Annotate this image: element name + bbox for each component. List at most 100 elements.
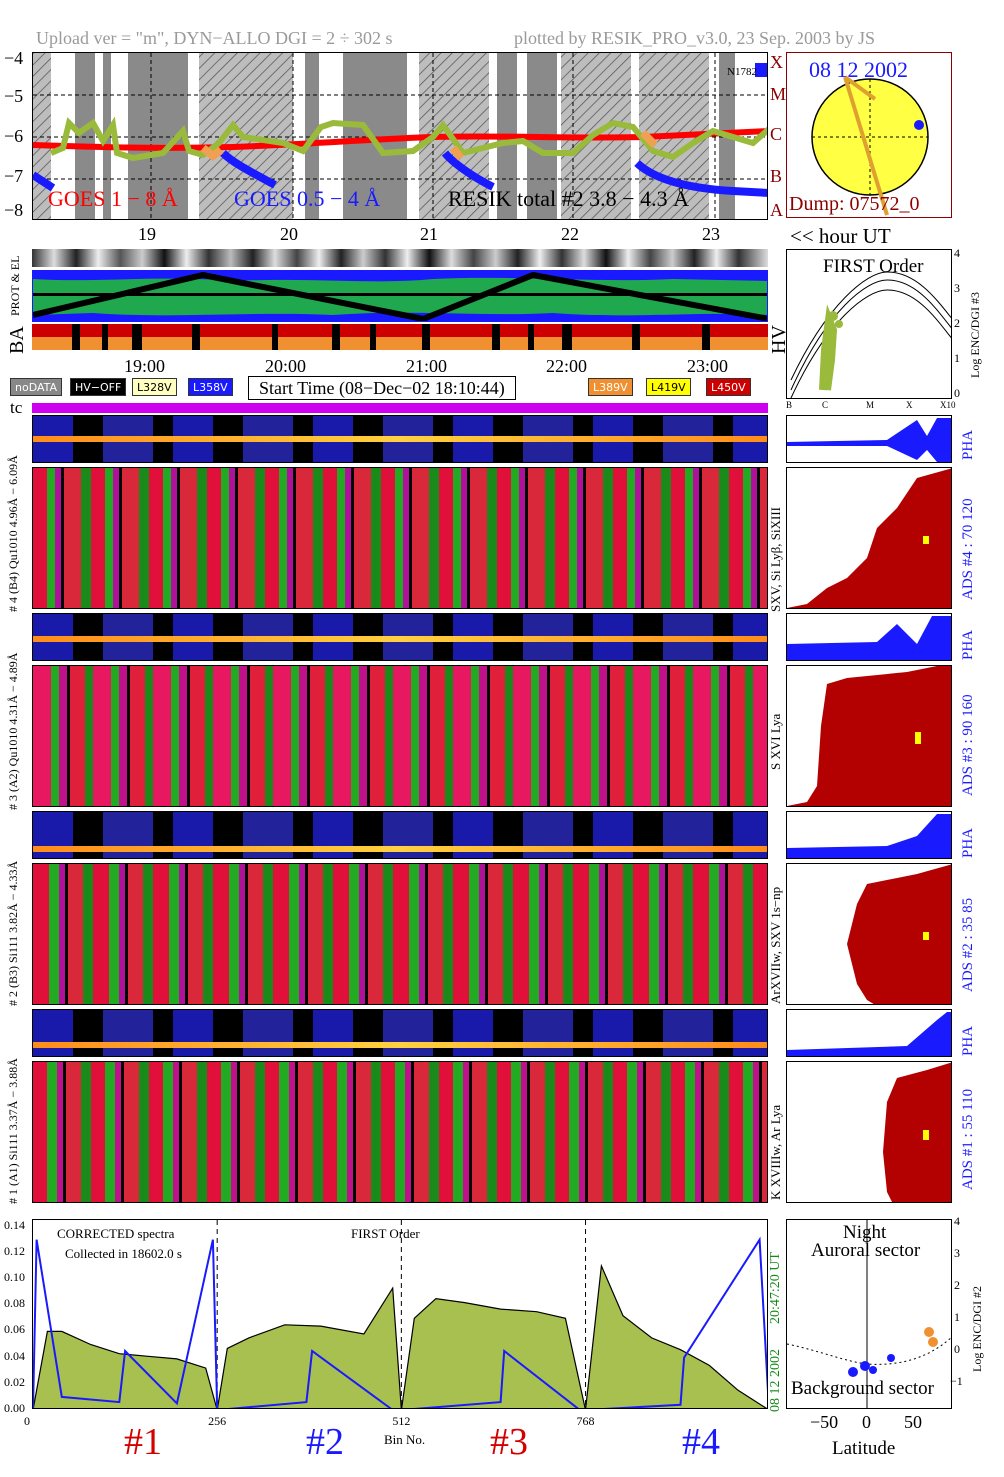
goes-class-a: A	[770, 200, 783, 220]
legend-l450: L450V	[706, 378, 751, 396]
spectra-note3: FIRST Order	[351, 1226, 420, 1241]
sun-date: 08 12 2002	[809, 57, 908, 82]
first-order-ytick: 3	[954, 281, 960, 295]
channel-label-ch1: # 1 (A1) Si111 3.37Å − 3.88Å	[6, 1058, 20, 1204]
upload-version-text: Upload ver = "m", DYN−ALLO DGI = 2 ÷ 302…	[36, 28, 393, 48]
latitude-bottom: Background sector	[791, 1378, 934, 1399]
goes-marker-label: N1782	[727, 66, 757, 78]
latitude-xtick: −50	[810, 1412, 839, 1432]
spectrogram-ch2	[32, 863, 768, 1005]
sun-panel: 08 12 2002 Dump: 07572_0	[786, 52, 952, 218]
first-order-xtick: M	[866, 400, 875, 410]
first-order-xtick: C	[822, 400, 829, 410]
goes-ytick: −6	[4, 126, 24, 146]
goes-class-c: C	[770, 124, 783, 144]
goes-marker-box	[755, 63, 767, 77]
latitude-ytick: 0	[954, 1342, 960, 1356]
legend-l389: L389V	[588, 378, 633, 396]
channel-label-ch4: # 4 (B4) Qu1010 4.96Å − 6.09Å	[6, 455, 20, 612]
ads-label-ch1: ADS #1 : 55 110	[960, 1088, 976, 1190]
latitude-xtick: 0	[862, 1412, 871, 1432]
time-tick: 23:00	[687, 356, 729, 376]
goes-hour-21: 21	[420, 224, 438, 244]
spectra-plot	[33, 1220, 767, 1408]
ads-hist-ch3	[786, 665, 952, 807]
pha-label-ch2: PHA	[960, 827, 976, 858]
legend-l328: L328V	[132, 378, 177, 396]
latitude-ytick: 3	[954, 1246, 960, 1260]
spectra-ytick: 0.12	[4, 1243, 25, 1258]
goes-ytick: −4	[4, 48, 24, 68]
goes-hour-23: 23	[702, 224, 720, 244]
pha-strip-ch3	[32, 613, 768, 661]
ads-label-ch4: ADS #4 : 70 120	[960, 498, 976, 600]
hour-ut-label: << hour UT	[790, 224, 891, 248]
pha-hist-ch1	[786, 1009, 952, 1057]
ba-strip	[32, 270, 768, 322]
goes-plot: N1782	[33, 53, 767, 219]
pha-strip-ch4	[32, 415, 768, 463]
latitude-ytick: 2	[954, 1278, 960, 1292]
time-tick: 20:00	[265, 356, 307, 376]
spectrogram-ch4	[32, 467, 768, 609]
spectra-note2: Collected in 18602.0 s	[65, 1246, 182, 1261]
goes-class-b: B	[770, 166, 783, 186]
spectra-ytick: 0.10	[4, 1269, 25, 1284]
pha-label-ch3: PHA	[960, 629, 976, 660]
first-order-xtick: X10	[940, 400, 956, 410]
spectra-area-series	[33, 1263, 767, 1408]
goes-hour-22: 22	[561, 224, 579, 244]
pha-strip-ch2	[32, 811, 768, 859]
goes-hour-20: 20	[280, 224, 298, 244]
goes-ytick: −8	[4, 200, 24, 220]
spectra-xtick: 0	[24, 1414, 30, 1428]
first-order-title: FIRST Order	[823, 256, 924, 277]
spectra-channel-label-1: #1	[124, 1421, 162, 1463]
legend-nodata: noDATA	[10, 378, 63, 396]
spectrogram-ch1	[32, 1061, 768, 1203]
species-label-ch4: SXV, Si Lyβ, SiXIII	[768, 507, 783, 612]
first-order-ytick: 4	[954, 246, 960, 260]
spectra-channel-label-4: #4	[682, 1421, 720, 1463]
latitude-panel: Night Auroral sector Background sector	[786, 1219, 952, 1409]
pha-strip-ch1	[32, 1009, 768, 1057]
spectra-channel-label-3: #3	[490, 1421, 528, 1463]
resik-orange-blob	[200, 130, 658, 162]
spectra-ytick: 0.06	[4, 1322, 25, 1337]
spectra-right-time: 20:47:20 UT	[768, 1252, 783, 1324]
first-order-ytick: 2	[954, 316, 960, 330]
pha-hist-ch3	[786, 613, 952, 661]
sun-dump: Dump: 07572_0	[789, 193, 920, 215]
latitude-xtick: 50	[904, 1412, 922, 1432]
first-order-xtick: X	[906, 400, 913, 410]
goes-hour-19: 19	[138, 224, 156, 244]
legend-goes05: GOES 0.5 − 4 Å	[234, 186, 381, 211]
goes-ytick: −7	[4, 166, 24, 186]
spectra-xlabel: Bin No.	[384, 1432, 426, 1447]
first-order-ytick: 1	[954, 351, 960, 365]
goes-panel: N1782	[32, 52, 768, 220]
time-tick: 22:00	[546, 356, 588, 376]
legend-resik: RESIK total #2 3.8 − 4.3 Å	[448, 186, 689, 211]
legend-goes1: GOES 1 − 8 Å	[48, 186, 178, 211]
time-tick: 19:00	[124, 356, 166, 376]
goes-ytick: −5	[4, 86, 24, 106]
legend-hvoff: HV−OFF	[70, 378, 127, 396]
spectra-ytick: 0.14	[4, 1217, 25, 1232]
goes05-curve	[33, 150, 767, 197]
spectra-note1: CORRECTED spectra	[57, 1226, 175, 1241]
spectra-panel: CORRECTED spectra Collected in 18602.0 s…	[32, 1219, 768, 1409]
latitude-ytick: −1	[950, 1374, 963, 1388]
plotted-by-text: plotted by RESIK_PRO_v3.0, 23 Sep. 2003 …	[514, 28, 876, 48]
time-tick: 21:00	[406, 356, 448, 376]
goes-class-m: M	[770, 84, 787, 104]
latitude-ytick: 1	[954, 1310, 960, 1324]
ads-label-ch2: ADS #2 : 35 85	[960, 897, 976, 992]
channel-label-ch2: # 2 (B3) Si111 3.82Å − 4.33Å	[6, 860, 20, 1006]
legend-l419: L419V	[646, 378, 691, 396]
latitude-xlabel: Latitude	[832, 1438, 896, 1459]
latitude-ylabel: Log ENC/DGI #2	[970, 1286, 984, 1372]
ads-hist-ch4	[786, 467, 952, 609]
first-order-ytick: 0	[954, 386, 960, 400]
spectra-xtick: 768	[576, 1414, 595, 1428]
